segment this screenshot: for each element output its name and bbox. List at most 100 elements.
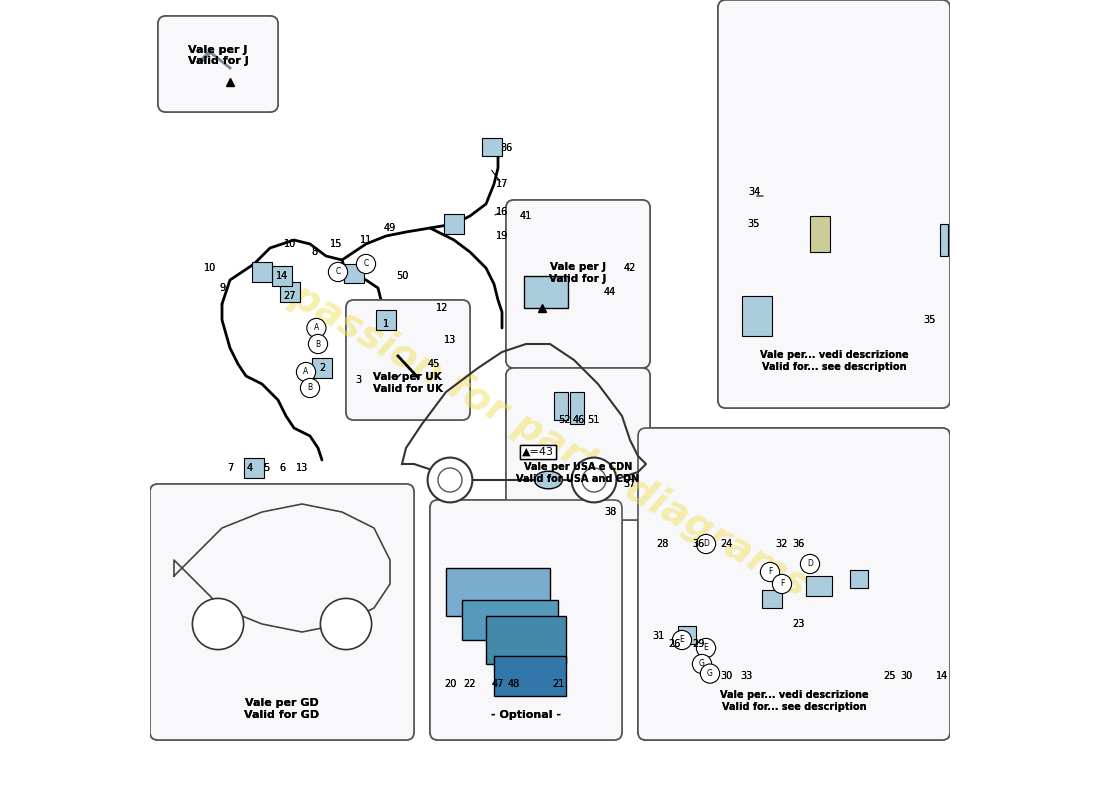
Text: 16: 16 [496,207,508,217]
Text: 50: 50 [396,271,408,281]
Text: 51: 51 [587,415,600,425]
Circle shape [296,362,316,382]
Text: 20: 20 [443,679,456,689]
FancyBboxPatch shape [494,656,566,696]
Text: 47: 47 [492,679,504,689]
Text: F: F [780,579,784,589]
Text: Vale per... vedi descrizione
Valid for... see description: Vale per... vedi descrizione Valid for..… [719,690,868,712]
Ellipse shape [535,471,562,489]
Circle shape [701,664,719,683]
FancyBboxPatch shape [346,300,470,420]
FancyBboxPatch shape [346,300,470,420]
FancyBboxPatch shape [525,276,569,308]
Text: 42: 42 [624,263,636,273]
Text: 35: 35 [924,315,936,325]
Text: 36: 36 [499,143,513,153]
Circle shape [801,554,820,574]
Text: 4: 4 [246,463,253,473]
Circle shape [307,318,326,338]
Text: 12: 12 [436,303,448,313]
FancyBboxPatch shape [446,568,550,616]
Text: G: G [707,669,713,678]
Text: Vale per... vedi descrizione
Valid for... see description: Vale per... vedi descrizione Valid for..… [719,690,868,712]
Text: 10: 10 [204,263,216,273]
Text: Vale per J
Valid for J: Vale per J Valid for J [188,45,249,66]
Text: 31: 31 [652,631,664,641]
Circle shape [329,262,348,282]
Text: D: D [807,559,813,569]
Text: passion for parts diagrams: passion for parts diagrams [285,276,815,604]
FancyBboxPatch shape [273,266,292,286]
Text: 3: 3 [355,375,361,385]
Text: 41: 41 [520,211,532,221]
FancyBboxPatch shape [718,0,950,408]
Circle shape [308,334,328,354]
Text: 48: 48 [508,679,520,689]
Text: Vale per J
Valid for J: Vale per J Valid for J [549,262,607,284]
Text: C: C [363,259,368,269]
Text: 5: 5 [263,463,270,473]
Text: Vale per USA e CDN
Valid for USA and CDN: Vale per USA e CDN Valid for USA and CDN [516,462,639,484]
FancyBboxPatch shape [430,500,622,740]
Text: B: B [316,339,320,349]
FancyBboxPatch shape [252,262,272,282]
Circle shape [320,598,372,650]
Text: 24: 24 [719,539,733,549]
Text: 33: 33 [740,671,752,681]
Text: 7: 7 [227,463,233,473]
Text: 8: 8 [311,247,317,257]
Text: 36: 36 [692,539,704,549]
FancyBboxPatch shape [810,216,830,252]
Text: 44: 44 [604,287,616,297]
Text: 35: 35 [748,219,760,229]
Text: A: A [314,323,319,333]
Text: 10: 10 [284,239,296,249]
FancyBboxPatch shape [850,570,868,588]
Text: 37: 37 [624,479,636,489]
Text: 30: 30 [900,671,912,681]
FancyBboxPatch shape [280,282,299,302]
Text: Vale per GD
Valid for GD: Vale per GD Valid for GD [244,698,320,720]
Text: 4: 4 [246,463,253,473]
Text: 13: 13 [444,335,456,345]
FancyBboxPatch shape [244,458,264,478]
Text: 51: 51 [587,415,600,425]
Text: 8: 8 [311,247,317,257]
FancyBboxPatch shape [506,368,650,520]
Text: 20: 20 [443,679,456,689]
Text: 28: 28 [656,539,668,549]
Circle shape [572,458,616,502]
Text: Vale per J
Valid for J: Vale per J Valid for J [549,262,607,284]
Text: 30: 30 [719,671,733,681]
Text: 23: 23 [792,619,804,629]
FancyBboxPatch shape [806,576,832,596]
Text: Vale per GD
Valid for GD: Vale per GD Valid for GD [244,698,320,720]
FancyBboxPatch shape [158,16,278,112]
Text: 26: 26 [668,639,680,649]
Circle shape [192,598,243,650]
Text: 13: 13 [296,463,308,473]
Text: 46: 46 [573,415,585,425]
Text: Vale per... vedi descrizione
Valid for... see description: Vale per... vedi descrizione Valid for..… [760,350,909,372]
Text: 9: 9 [219,283,225,293]
Text: 12: 12 [436,303,448,313]
Circle shape [428,458,472,502]
Text: 17: 17 [496,179,508,189]
Circle shape [438,468,462,492]
Text: 13: 13 [296,463,308,473]
FancyBboxPatch shape [150,484,414,740]
Text: 33: 33 [740,671,752,681]
Text: 19: 19 [496,231,508,241]
Text: 32: 32 [776,539,789,549]
FancyBboxPatch shape [486,616,566,664]
Text: 11: 11 [360,235,372,245]
Text: F: F [768,567,772,577]
Circle shape [672,630,692,650]
Text: 36: 36 [792,539,804,549]
Text: - Optional -: - Optional - [491,710,561,720]
Text: 2: 2 [319,363,326,373]
Text: 14: 14 [936,671,948,681]
Text: 9: 9 [219,283,225,293]
Text: 52: 52 [558,415,571,425]
Text: 1: 1 [383,319,389,329]
